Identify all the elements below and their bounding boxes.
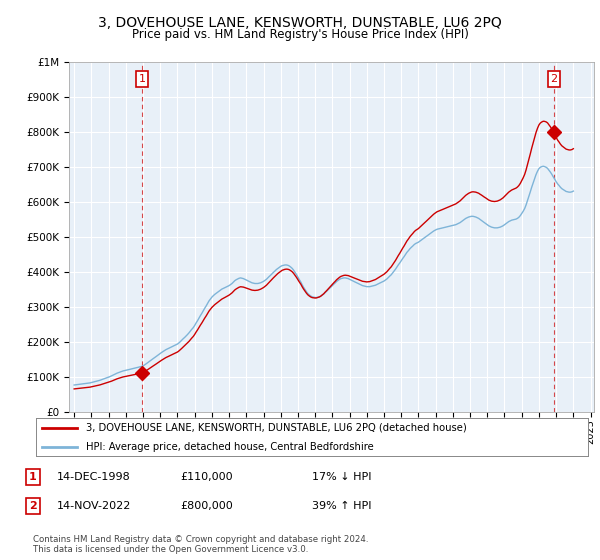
Text: 17% ↓ HPI: 17% ↓ HPI xyxy=(312,472,371,482)
Text: 1: 1 xyxy=(29,472,37,482)
Text: 1: 1 xyxy=(139,74,146,84)
Text: 2: 2 xyxy=(550,74,557,84)
Text: 3, DOVEHOUSE LANE, KENSWORTH, DUNSTABLE, LU6 2PQ (detached house): 3, DOVEHOUSE LANE, KENSWORTH, DUNSTABLE,… xyxy=(86,423,466,433)
Text: Contains HM Land Registry data © Crown copyright and database right 2024.
This d: Contains HM Land Registry data © Crown c… xyxy=(33,535,368,554)
Text: 39% ↑ HPI: 39% ↑ HPI xyxy=(312,501,371,511)
Text: Price paid vs. HM Land Registry's House Price Index (HPI): Price paid vs. HM Land Registry's House … xyxy=(131,28,469,41)
Text: 3, DOVEHOUSE LANE, KENSWORTH, DUNSTABLE, LU6 2PQ: 3, DOVEHOUSE LANE, KENSWORTH, DUNSTABLE,… xyxy=(98,16,502,30)
Text: 14-NOV-2022: 14-NOV-2022 xyxy=(57,501,131,511)
Text: £800,000: £800,000 xyxy=(180,501,233,511)
Text: £110,000: £110,000 xyxy=(180,472,233,482)
Text: 14-DEC-1998: 14-DEC-1998 xyxy=(57,472,131,482)
Text: HPI: Average price, detached house, Central Bedfordshire: HPI: Average price, detached house, Cent… xyxy=(86,442,373,452)
Text: 2: 2 xyxy=(29,501,37,511)
